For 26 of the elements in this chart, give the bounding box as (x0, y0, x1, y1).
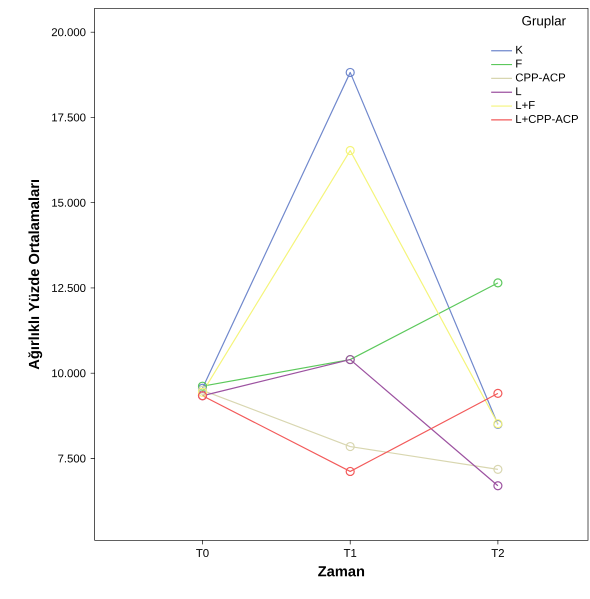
point (493, 278, 503, 288)
point (346, 442, 355, 452)
y-tick-label: 20.000 (52, 28, 86, 36)
y-tick-label: 10.000 (52, 369, 86, 378)
legend-label: L (516, 87, 522, 96)
legend-label: K (516, 46, 523, 54)
x-tick-label: T0 (196, 549, 209, 558)
point (493, 464, 503, 474)
y-tick-label: 17.500 (52, 113, 86, 122)
y-tick-label: 15.000 (52, 198, 86, 207)
x-tick-label: T1 (344, 549, 356, 557)
x-tick-label: T2 (492, 549, 504, 557)
point (493, 388, 503, 398)
y-tick-label: 12.500 (52, 284, 86, 292)
point (346, 466, 355, 476)
point (493, 481, 503, 490)
legend-label: F (516, 60, 522, 68)
legend-label: L+CPP-ACP (516, 114, 578, 123)
point (346, 68, 355, 78)
legend-label: CPP-ACP (516, 73, 566, 82)
y-tick-label: 7.500 (58, 454, 86, 462)
point (346, 146, 355, 156)
x-axis-title: Zaman (318, 566, 364, 576)
legend-title: Gruplar (522, 16, 566, 28)
y-axis-title: Ağırlıklı Yüzde Ortalamaları (28, 180, 42, 370)
legend-label: L+F (516, 101, 535, 109)
